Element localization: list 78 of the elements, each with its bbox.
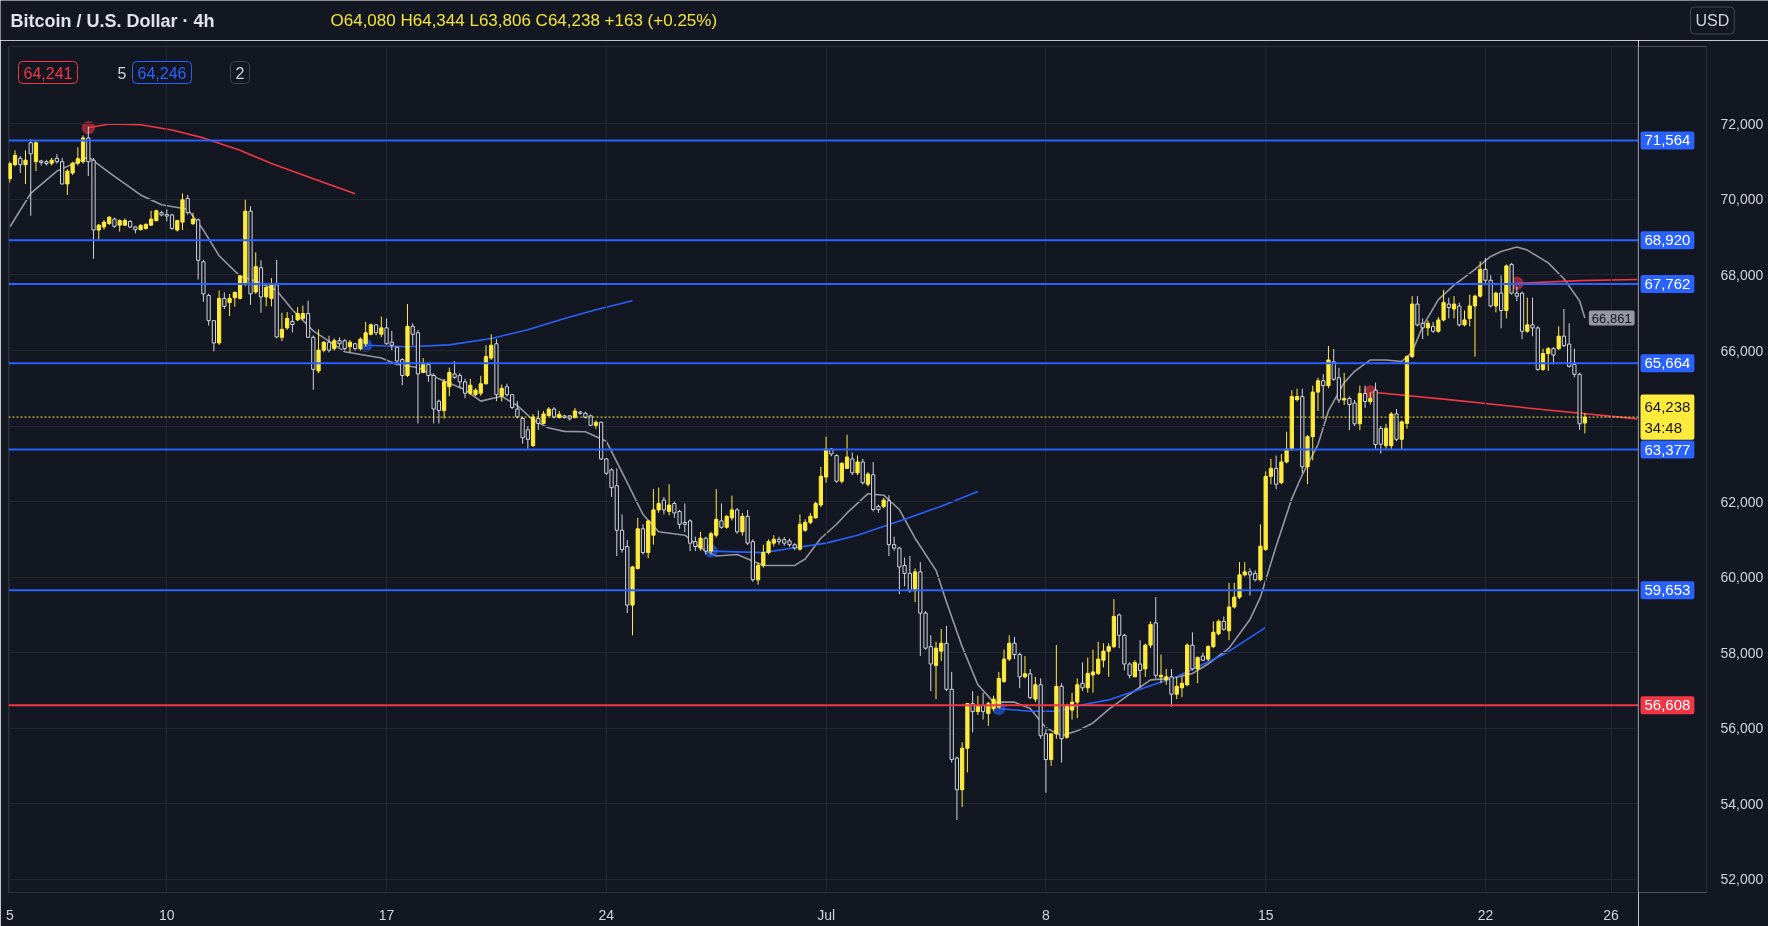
candlestick xyxy=(1525,297,1530,334)
candlestick xyxy=(1137,639,1143,689)
y-tick-label: 72,000 xyxy=(1720,115,1764,132)
candlestick xyxy=(850,452,855,476)
candlestick xyxy=(227,293,232,317)
candlestick xyxy=(28,138,33,217)
y-tick-label: 52,000 xyxy=(1720,871,1764,888)
annotation: 5 xyxy=(117,64,127,82)
candlestick xyxy=(1274,455,1279,490)
x-tick-label: 5 xyxy=(5,906,14,923)
y-tick-label: 62,000 xyxy=(1720,493,1764,510)
candlestick xyxy=(1321,373,1326,420)
annotation: 64,246 xyxy=(137,64,187,82)
candlestick xyxy=(1169,668,1174,708)
candlestick xyxy=(719,502,724,530)
candlestick xyxy=(1430,321,1436,334)
candlestick xyxy=(1247,567,1253,597)
candlestick xyxy=(185,194,190,216)
y-tick-label: 60,000 xyxy=(1720,569,1764,586)
candlestick xyxy=(1028,668,1033,700)
candlestick xyxy=(970,690,975,733)
x-tick-label: Jul xyxy=(817,906,836,923)
x-tick-label: 17 xyxy=(378,906,395,923)
ref-line-label: 65,664 xyxy=(1644,354,1691,372)
y-tick-label: 54,000 xyxy=(1720,795,1764,812)
candlestick xyxy=(1190,631,1195,671)
candlestick xyxy=(855,455,860,476)
candlestick xyxy=(740,512,745,537)
candlestick xyxy=(1451,295,1457,319)
x-tick-label: 10 xyxy=(159,906,175,923)
y-tick-label: 56,000 xyxy=(1720,720,1764,737)
annotation: 64,241 xyxy=(23,64,73,82)
chart-subtitle: O64,080 H64,344 L63,806 C64,238 +163 (+0.25%) xyxy=(330,11,718,30)
candlestick xyxy=(536,410,541,431)
candlestick xyxy=(593,419,598,430)
x-tick-label: 8 xyxy=(1042,906,1050,923)
y-tick-label: 66,000 xyxy=(1720,342,1764,359)
ref-line-label: 68,920 xyxy=(1644,231,1691,249)
candlestick xyxy=(1195,655,1200,684)
x-tick-label: 15 xyxy=(1257,906,1274,923)
annotation: 2 xyxy=(235,64,245,82)
candlestick xyxy=(1362,385,1368,409)
candlestick xyxy=(667,483,672,516)
candlestick xyxy=(640,523,646,555)
candlestick xyxy=(1342,372,1347,406)
chart-title: Bitcoin / U.S. Dollar · 4h xyxy=(10,10,215,31)
candlestick xyxy=(347,339,353,353)
candlestick xyxy=(1446,297,1451,319)
ref-line-label: 71,564 xyxy=(1644,131,1691,149)
candlestick xyxy=(379,316,384,338)
candlestick xyxy=(23,149,28,185)
data-label: 66,861 xyxy=(1591,310,1632,326)
candlestick xyxy=(1022,655,1028,679)
y-tick-label: 68,000 xyxy=(1720,267,1764,283)
y-tick-label: 58,000 xyxy=(1720,644,1764,661)
x-tick-label: 26 xyxy=(1603,906,1620,923)
candlestick xyxy=(279,312,285,342)
x-tick-label: 22 xyxy=(1477,906,1494,923)
candlestick xyxy=(735,507,740,535)
candlestick xyxy=(1033,676,1038,703)
y-tick-label: 70,000 xyxy=(1720,191,1764,208)
x-tick-label: 24 xyxy=(598,906,615,923)
candlestick xyxy=(1499,274,1504,329)
candlestick xyxy=(698,531,703,552)
ref-line-label: 67,762 xyxy=(1644,274,1691,292)
candlestick xyxy=(33,140,39,172)
candlestick xyxy=(1556,325,1561,351)
ref-line-label: 64,238 34:48 xyxy=(1644,398,1691,436)
candlestick xyxy=(1080,661,1085,692)
text: USD xyxy=(1695,12,1730,29)
ref-line-label: 59,653 xyxy=(1644,581,1691,599)
ref-line-label: 63,377 xyxy=(1644,440,1691,458)
ref-line-label: 56,608 xyxy=(1644,696,1691,714)
candlestick xyxy=(1425,319,1430,337)
candlestick xyxy=(462,378,468,399)
candlestick xyxy=(1457,302,1462,327)
candlestick xyxy=(860,458,865,486)
candlestick xyxy=(190,212,196,226)
